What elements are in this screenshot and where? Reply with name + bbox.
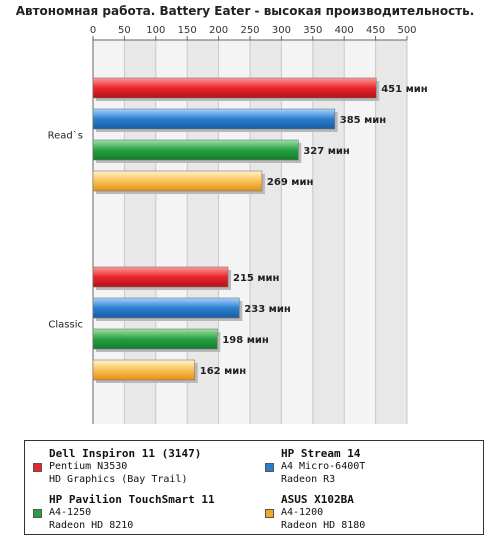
tick-label: 450: [366, 25, 385, 36]
tick-label: 400: [335, 25, 354, 36]
tick-label: 300: [272, 25, 291, 36]
tick-label: 500: [397, 25, 416, 36]
tick-label: 0: [90, 25, 96, 36]
plot-band: [250, 40, 282, 424]
legend-detail: Pentium N3530: [49, 461, 128, 472]
legend-entry: HP Pavilion TouchSmart 11 A4-1250 Radeon H…: [33, 493, 215, 532]
tick-label: 250: [240, 25, 259, 36]
legend-detail: Radeon R3: [281, 474, 336, 485]
value-label: 327 мин: [303, 146, 350, 157]
legend-swatch: [265, 463, 274, 472]
bar-1-0: [92, 266, 229, 288]
category-label: Read`s: [48, 130, 83, 142]
legend: Dell Inspiron 11 (3147) Pentium N3530 HD G…: [24, 440, 484, 535]
legend-entry: HP Stream 14 A4 Micro-6400T Radeon R3: [265, 447, 366, 486]
bar-0-2: [92, 139, 299, 161]
tick-label: 200: [209, 25, 228, 36]
legend-swatch: [33, 463, 42, 472]
bar-0-0: [92, 77, 377, 99]
plot-band: [312, 40, 345, 424]
bar-0-3: [92, 170, 263, 192]
plot-band: [218, 40, 250, 424]
legend-name: Dell Inspiron 11 (3147): [49, 447, 202, 460]
legend-detail: A4 Micro-6400T: [281, 461, 366, 472]
tick-label: 150: [178, 25, 197, 36]
plot-band: [344, 40, 376, 424]
legend-entry: Dell Inspiron 11 (3147) Pentium N3530 HD G…: [33, 447, 202, 486]
legend-detail: A4-1200: [281, 507, 324, 518]
value-label: 233 мин: [244, 304, 291, 315]
legend-name: HP Pavilion TouchSmart 11: [49, 493, 215, 506]
bar-chart: 0 50 100 150 200 250 300 350 400 450 500 451 мин 38…: [48, 25, 428, 424]
value-label: 269 мин: [267, 177, 314, 188]
legend-detail: Radeon HD 8180: [281, 520, 366, 531]
legend-swatch: [265, 509, 274, 518]
category-label: Classic: [48, 320, 83, 331]
tick-label: 350: [303, 25, 322, 36]
bar-1-2: [92, 328, 218, 350]
bar-1-1: [92, 297, 240, 319]
plot-band: [375, 40, 407, 424]
bar-0-1: [92, 108, 336, 130]
value-label: 198 мин: [222, 335, 269, 346]
plot-band: [281, 40, 313, 424]
tick-label: 50: [118, 25, 131, 36]
chart-title: Автономная работа. Battery Eater - высок…: [15, 4, 475, 18]
legend-name: HP Stream 14: [281, 447, 361, 460]
legend-detail: A4-1250: [49, 507, 92, 518]
value-label: 215 мин: [233, 273, 280, 284]
tick-label: 100: [146, 25, 165, 36]
legend-entry: ASUS X102BA A4-1200 Radeon HD 8180: [265, 493, 366, 532]
bar-1-3: [92, 359, 196, 381]
legend-name: ASUS X102BA: [281, 493, 354, 506]
legend-swatch: [33, 509, 42, 518]
value-label: 162 мин: [200, 366, 247, 377]
value-label: 385 мин: [340, 115, 387, 126]
legend-detail: Radeon HD 8210: [49, 520, 134, 531]
value-label: 451 мин: [381, 84, 428, 95]
legend-detail: HD Graphics (Bay Trail): [49, 474, 188, 485]
